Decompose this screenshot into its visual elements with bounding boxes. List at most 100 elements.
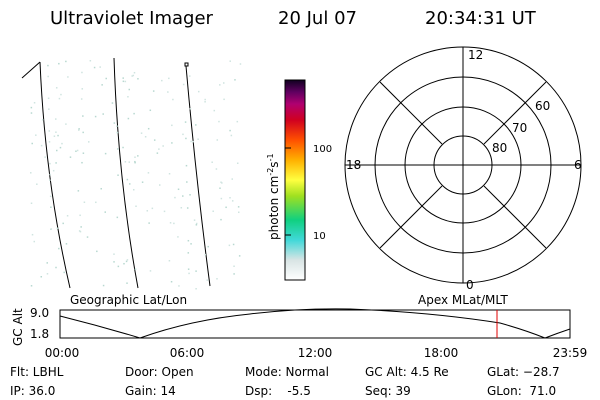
- speckle: [195, 224, 198, 226]
- speckle: [128, 161, 131, 163]
- speckle: [47, 97, 50, 100]
- speckle: [57, 134, 59, 137]
- speckle: [234, 79, 236, 81]
- speckle: [204, 98, 206, 101]
- lat-label: 70: [512, 121, 527, 135]
- speckle: [132, 188, 135, 191]
- speckle: [152, 90, 155, 92]
- speckle: [116, 148, 119, 150]
- speckle: [213, 109, 216, 112]
- speckle: [55, 118, 57, 120]
- time-tick-label: 00:00: [45, 346, 80, 360]
- speckle: [81, 161, 83, 164]
- speckle: [195, 222, 198, 225]
- speckle: [63, 271, 65, 274]
- speckle: [158, 148, 160, 150]
- speckle: [221, 182, 223, 184]
- speckle: [78, 128, 80, 130]
- time-tick-label: 18:00: [424, 346, 459, 360]
- speckle: [229, 129, 231, 132]
- altitude-plot: GC Alt 9.0 1.8 00:00 06:00 12:00 18:00 23:59: [11, 306, 587, 360]
- mlt-label: 0: [466, 278, 474, 292]
- speckle: [231, 200, 234, 202]
- speckle: [238, 211, 240, 214]
- speckle: [204, 253, 206, 256]
- speckle: [30, 112, 33, 114]
- mlt-label: 6: [574, 158, 582, 172]
- speckle: [167, 91, 169, 93]
- speckle: [195, 124, 197, 126]
- speckle: [93, 66, 96, 69]
- polar-diagonal: [483, 81, 547, 145]
- speckle: [55, 162, 57, 164]
- speckle: [163, 210, 166, 213]
- speckle: [82, 131, 84, 134]
- speckle: [122, 77, 124, 79]
- colorbar: [284, 79, 306, 281]
- speckle: [104, 211, 106, 213]
- speckle: [134, 160, 136, 163]
- altitude-tick-label: 1.8: [30, 327, 49, 341]
- speckle: [187, 268, 190, 270]
- speckle: [125, 260, 128, 263]
- speckle: [94, 115, 97, 118]
- speckle: [144, 135, 147, 138]
- speckle: [89, 60, 92, 62]
- speckle: [171, 124, 173, 127]
- speckle: [126, 282, 128, 284]
- speckle: [30, 285, 33, 287]
- altitude-axis-label: GC Alt: [11, 308, 25, 346]
- speckle: [225, 206, 227, 209]
- speckle: [56, 227, 59, 230]
- speckle: [81, 71, 83, 74]
- speckle: [61, 142, 63, 145]
- speckle: [100, 187, 102, 190]
- speckle: [174, 196, 176, 199]
- speckle: [223, 98, 225, 101]
- polar-diagonal: [483, 185, 547, 249]
- speckle: [65, 60, 67, 63]
- speckle: [50, 228, 53, 230]
- colorbar-label: photon cm-2s-1: [266, 153, 281, 240]
- speckle: [215, 168, 218, 170]
- speckle: [76, 149, 79, 152]
- speckle: [80, 98, 83, 100]
- speckle: [55, 87, 58, 89]
- speckle: [222, 82, 225, 84]
- speckle: [204, 101, 206, 103]
- speckle: [153, 139, 156, 141]
- speckle: [126, 178, 129, 181]
- speckle: [77, 190, 80, 192]
- speckle: [137, 78, 139, 80]
- lat-label: 80: [492, 141, 507, 155]
- map-line: [185, 65, 211, 287]
- time-tick-label: 23:59: [553, 346, 588, 360]
- speckle: [156, 152, 159, 154]
- speckle: [40, 275, 43, 278]
- time: 20:34:31 UT: [425, 8, 537, 29]
- speckle: [48, 130, 51, 132]
- speckle: [48, 108, 50, 110]
- time-tick-label: 12:00: [298, 346, 333, 360]
- speckle: [211, 161, 213, 163]
- speckle: [216, 139, 219, 141]
- speckle: [81, 88, 84, 90]
- speckle: [33, 102, 36, 104]
- speckle: [122, 80, 125, 83]
- speckle: [220, 181, 222, 183]
- speckle: [182, 83, 185, 86]
- speckle: [128, 88, 131, 91]
- speckle: [127, 117, 130, 120]
- speckle: [116, 125, 118, 127]
- status-field: GC Alt: 4.5 Re: [365, 365, 449, 379]
- map-marker: [184, 62, 189, 67]
- speckle: [35, 134, 37, 136]
- speckle: [212, 210, 214, 213]
- speckle: [192, 140, 194, 143]
- speckle: [87, 141, 90, 143]
- speckle: [33, 240, 36, 243]
- speckle: [219, 84, 221, 86]
- speckle: [79, 214, 81, 217]
- speckle: [188, 272, 190, 275]
- speckle: [220, 197, 223, 200]
